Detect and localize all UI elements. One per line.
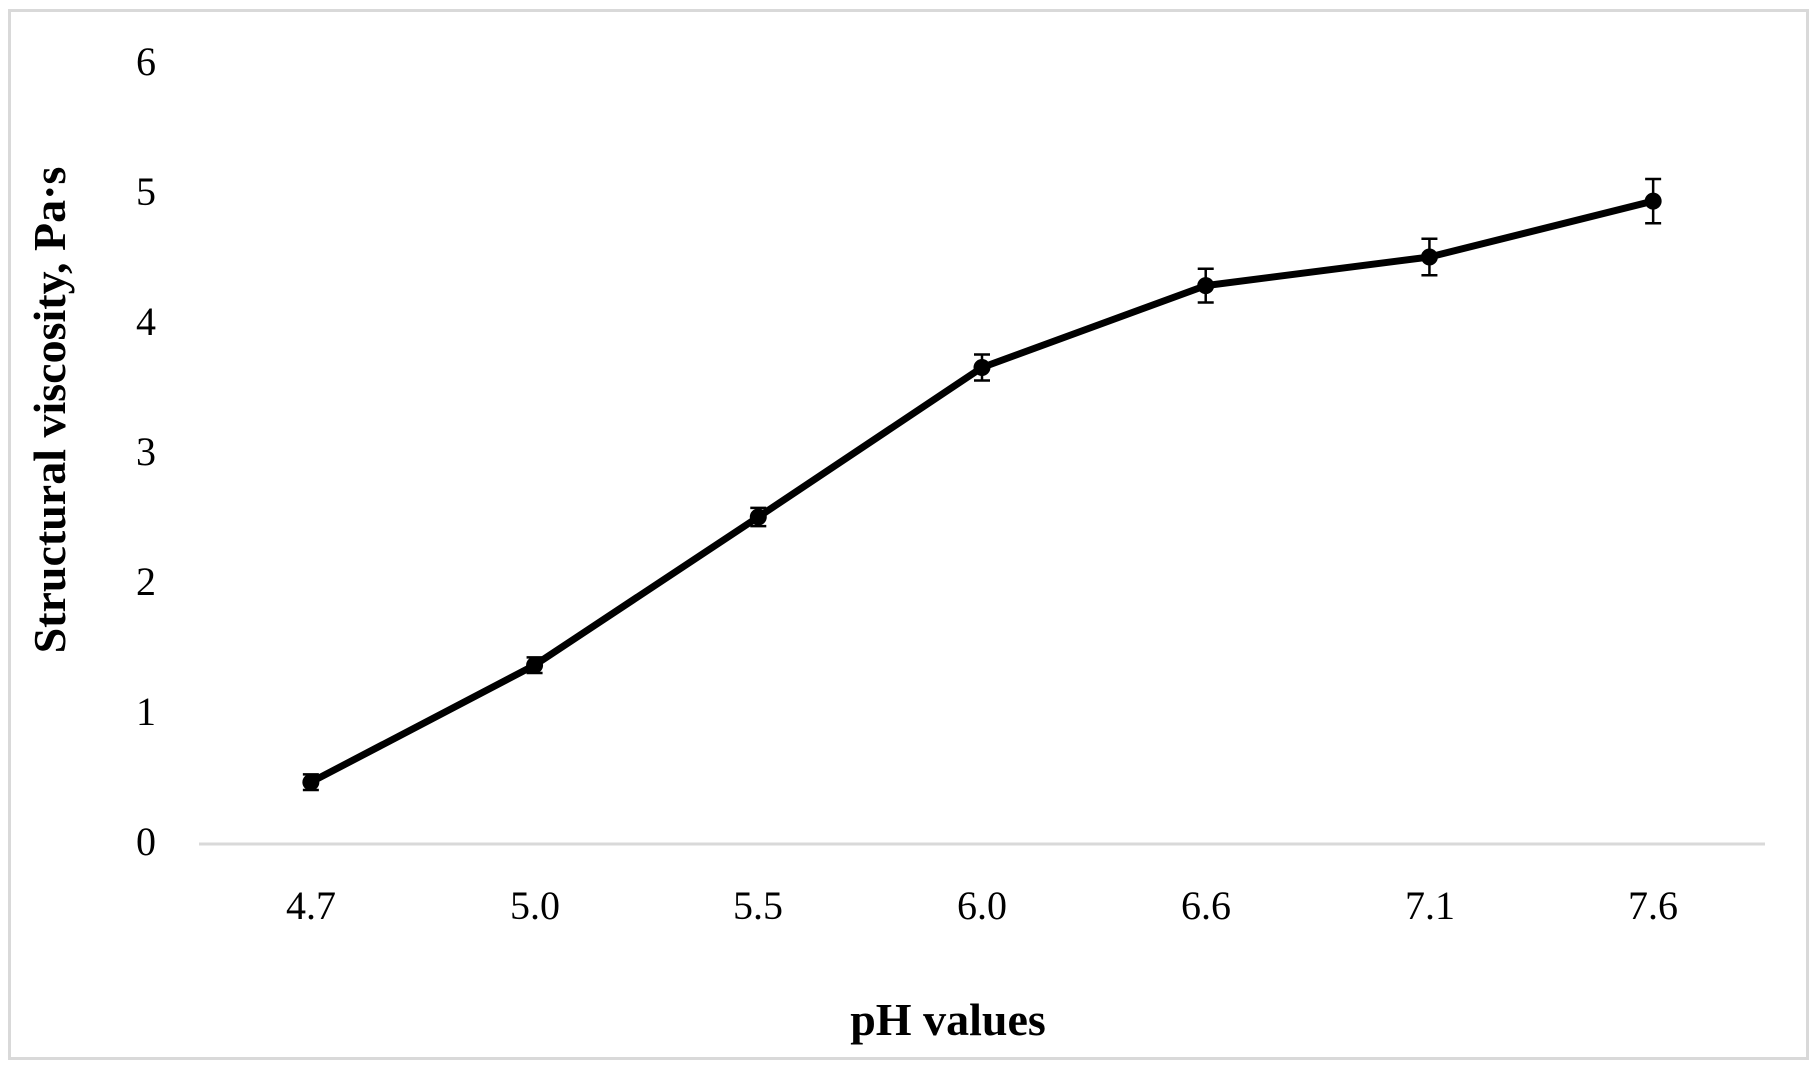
series-line xyxy=(307,197,1657,786)
data-point-marker xyxy=(973,359,991,376)
y-tick-label: 4 xyxy=(136,299,156,344)
x-tick-label: 5.5 xyxy=(733,883,783,928)
data-point-marker xyxy=(1420,248,1438,266)
x-axis-title: pH values xyxy=(850,994,1046,1045)
y-axis-title: Structural viscosity, Pa·s xyxy=(24,166,75,654)
x-tick-label: 7.6 xyxy=(1628,883,1678,928)
y-tick-label: 1 xyxy=(136,689,156,734)
data-point-marker xyxy=(302,773,320,791)
y-tick-label: 0 xyxy=(136,819,156,864)
data-point-marker xyxy=(1197,277,1215,295)
y-tick-label: 2 xyxy=(136,559,156,604)
x-tick-label: 5.0 xyxy=(510,883,560,928)
x-tick-label: 7.1 xyxy=(1405,883,1455,928)
y-tick-label: 6 xyxy=(136,39,156,84)
x-tick-label: 6.6 xyxy=(1181,883,1231,928)
y-tick-label: 3 xyxy=(136,429,156,474)
data-point-marker xyxy=(1644,192,1662,210)
y-tick-label: 5 xyxy=(136,169,156,214)
data-point-marker xyxy=(749,508,767,526)
data-point-marker xyxy=(526,656,544,674)
x-tick-label: 6.0 xyxy=(957,883,1007,928)
x-tick-label: 4.7 xyxy=(286,883,336,928)
